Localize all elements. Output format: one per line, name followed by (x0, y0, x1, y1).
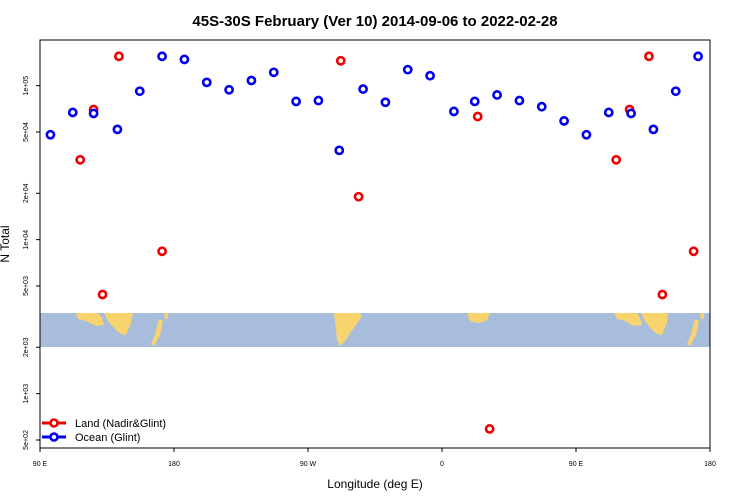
land-point (157, 246, 167, 257)
land-point (688, 246, 699, 257)
land-point (644, 51, 654, 62)
y-axis: 5e+02 1e+03 2e+03 5e+03 1e+04 2e+04 5e+04 1e+05 (23, 76, 40, 450)
land-point (472, 111, 483, 122)
chart-title: 45S-30S February (Ver 10) 2014-09-06 to … (192, 13, 557, 30)
y-tick-label: 1e+05 (23, 76, 30, 96)
ocean-point (492, 90, 502, 100)
ocean-point (380, 97, 391, 108)
x-tick-label: 0 (440, 461, 444, 468)
plot-area-frame (39, 39, 711, 449)
x-axis-label: Longitude (deg E) (327, 477, 422, 491)
ocean-point (536, 101, 547, 112)
ocean-point (134, 86, 145, 97)
legend-land-label: Land (Nadir&Glint) (75, 418, 166, 430)
ocean-point (693, 51, 703, 62)
ocean-point (358, 84, 368, 94)
ocean-point (201, 77, 212, 88)
y-tick-label: 1e+04 (23, 230, 30, 250)
y-tick-label: 2e+04 (23, 183, 30, 203)
ocean-point (670, 86, 681, 97)
legend-ocean-label: Ocean (Glint) (75, 432, 140, 444)
ocean-point (425, 70, 435, 81)
x-axis: 90 E 180 90 W 0 90 E 180 (33, 448, 716, 468)
y-axis-label: N Total (0, 225, 12, 262)
data-points (45, 51, 703, 434)
land-point (484, 424, 495, 434)
ocean-point (626, 108, 636, 119)
land-point (657, 289, 668, 300)
y-tick-label: 5e+03 (23, 276, 30, 296)
land-point (335, 55, 346, 66)
ocean-point (157, 51, 167, 62)
ocean-point (402, 64, 413, 75)
ocean-point (469, 96, 480, 107)
ocean-point (334, 145, 345, 156)
ocean-point (559, 116, 569, 126)
y-tick-label: 5e+04 (23, 122, 30, 142)
ocean-point (581, 129, 592, 140)
land-point (353, 191, 364, 202)
ocean-point (45, 129, 56, 140)
ocean-point (313, 95, 324, 106)
world-map-strip (40, 313, 710, 347)
ocean-point (603, 107, 614, 118)
x-tick-label: 90 E (569, 461, 584, 468)
ocean-point (67, 107, 78, 118)
land-point (611, 154, 622, 165)
legend-ocean-marker (49, 432, 59, 442)
ocean-point (449, 106, 459, 117)
x-tick-label: 180 (704, 461, 716, 468)
legend-land-marker (49, 418, 59, 428)
land-point (97, 289, 108, 300)
y-tick-label: 5e+02 (23, 430, 30, 450)
ocean-point (246, 75, 257, 86)
legend: Land (Nadir&Glint) Ocean (Glint) (42, 418, 166, 444)
ocean-point (648, 124, 659, 135)
ocean-point (112, 124, 123, 135)
land-point (75, 154, 86, 165)
ocean-point (179, 54, 190, 65)
ocean-point (88, 108, 99, 119)
x-tick-label: 180 (168, 461, 180, 468)
ocean-point (291, 96, 301, 107)
y-tick-label: 1e+03 (23, 384, 30, 404)
y-tick-label: 2e+03 (23, 337, 30, 357)
ocean-point (224, 84, 234, 95)
x-tick-label: 90 W (300, 461, 317, 468)
ocean-point (514, 95, 525, 106)
ocean-point (268, 67, 279, 78)
land-point (114, 51, 124, 62)
x-tick-label: 90 E (33, 461, 48, 468)
